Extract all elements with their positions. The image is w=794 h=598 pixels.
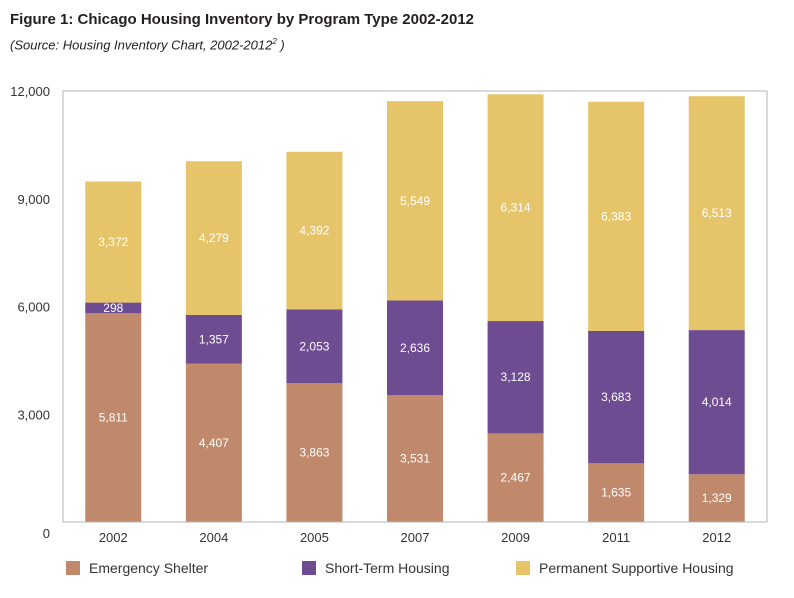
data-label: 5,811 [99, 411, 128, 425]
legend-item-permanent-supportive-housing: Permanent Supportive Housing [516, 560, 734, 576]
y-tick-label: 9,000 [17, 192, 50, 207]
bar-segment [487, 433, 544, 522]
subtitle-text: (Source: Housing Inventory Chart, 2002-2… [10, 37, 273, 53]
legend-swatch-permanent-supportive-housing [516, 561, 530, 575]
data-label: 4,407 [199, 436, 229, 450]
x-tick-label: 2005 [300, 530, 329, 545]
data-label: 4,392 [299, 224, 329, 238]
chart-subtitle: (Source: Housing Inventory Chart, 2002-2… [10, 37, 285, 52]
data-label: 3,863 [299, 446, 329, 460]
bar-segment [688, 96, 745, 331]
data-label: 6,314 [501, 201, 531, 215]
x-tick-label: 2011 [602, 530, 630, 545]
data-label: 3,372 [98, 235, 128, 249]
bar-segment [85, 302, 142, 314]
data-label: 4,279 [199, 231, 229, 245]
data-label: 3,683 [601, 390, 631, 404]
x-tick-label: 2009 [501, 530, 530, 545]
x-axis: 2002 2004 2005 2007 2009 2011 2012 [99, 530, 731, 545]
bar-segment [387, 300, 443, 396]
legend-swatch-emergency-shelter [66, 561, 80, 575]
y-tick-label: 6,000 [17, 300, 50, 315]
bar-segment [85, 181, 142, 303]
data-label: 3,128 [501, 370, 531, 384]
data-label: 6,383 [601, 209, 631, 223]
x-tick-label: 2007 [401, 530, 430, 545]
bar-segment [487, 321, 544, 434]
bar-segment [286, 309, 343, 384]
bar-segment [387, 101, 443, 301]
bar-segment [688, 474, 745, 522]
data-label: 2,467 [501, 471, 531, 485]
data-label: 4,014 [702, 395, 732, 409]
data-label: 1,329 [702, 491, 732, 505]
legend-swatch-short-term-housing [302, 561, 316, 575]
legend-label-emergency-shelter: Emergency Shelter [89, 560, 209, 576]
bar-segment [185, 363, 242, 522]
y-tick-label: 12,000 [10, 84, 50, 99]
bar-segment [286, 383, 343, 522]
bar-segment [85, 313, 142, 522]
x-tick-label: 2004 [199, 530, 228, 545]
data-label: 1,635 [601, 486, 631, 500]
chart-title: Figure 1: Chicago Housing Inventory by P… [10, 11, 475, 28]
bar-segment [588, 101, 645, 331]
bar-segment [588, 330, 645, 464]
bar-segment [185, 161, 242, 315]
subtitle-close: ) [276, 37, 285, 53]
data-label: 298 [103, 301, 123, 315]
bar-segment [286, 151, 343, 310]
y-tick-label: 3,000 [17, 407, 50, 422]
x-tick-label: 2002 [99, 530, 128, 545]
legend-item-emergency-shelter: Emergency Shelter [66, 560, 208, 576]
x-tick-label: 2012 [702, 530, 731, 545]
subtitle-footnote-mark: 2 [272, 37, 277, 46]
plot-frame [62, 90, 768, 523]
data-label: 2,636 [400, 341, 430, 355]
data-label: 3,531 [400, 452, 430, 466]
bar-segment [588, 463, 645, 522]
bar-segment [387, 395, 443, 522]
data-label: 1,357 [199, 332, 229, 346]
data-label: 5,549 [400, 194, 430, 208]
data-label: 6,513 [702, 206, 732, 220]
legend-item-short-term-housing: Short-Term Housing [302, 560, 450, 576]
data-label: 2,053 [299, 339, 329, 353]
legend-label-permanent-supportive-housing: Permanent Supportive Housing [539, 560, 734, 576]
legend: Emergency Shelter Short-Term Housing Per… [0, 560, 794, 584]
y-tick-label: 0 [43, 526, 50, 541]
legend-label-short-term-housing: Short-Term Housing [325, 560, 450, 576]
bar-segment [185, 314, 242, 364]
bars: 5,811 298 3,372 4,407 1,357 4,279 3,863 2,053 4,… [85, 94, 745, 522]
y-axis: 0 3,000 6,000 9,000 12,000 [10, 84, 50, 541]
bar-segment [688, 330, 745, 475]
bar-segment [487, 94, 544, 322]
